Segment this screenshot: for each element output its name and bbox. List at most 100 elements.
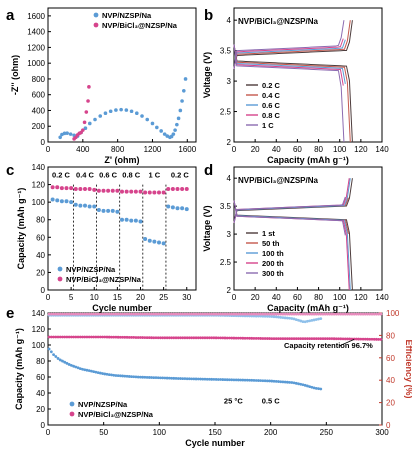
- plot-frame: [233, 7, 383, 143]
- data-point-series-2: [312, 318, 316, 322]
- x-tick-label: 120: [354, 145, 368, 154]
- legend-marker: [93, 22, 99, 28]
- right-y-tick-label: 80: [386, 331, 395, 340]
- data-point-series-1: [357, 337, 361, 341]
- legend-marker: [69, 401, 75, 407]
- data-point-series-1: [252, 336, 256, 340]
- data-point-series-3: [370, 312, 374, 316]
- data-point-series-1: [205, 336, 209, 340]
- data-point-series-2: [301, 320, 305, 324]
- discharge-curve: [233, 44, 351, 143]
- data-point-nzsp: [96, 208, 101, 213]
- data-point-series-3: [363, 312, 367, 316]
- right-y-tick-label: 40: [386, 376, 395, 385]
- legend-entry: NVP/NZSP/Na: [78, 400, 128, 409]
- data-point-bicl3: [110, 188, 115, 193]
- data-point-series-1: [288, 337, 291, 340]
- data-point-series-1: [214, 336, 218, 340]
- data-point-series-0: [98, 371, 102, 375]
- data-point-series-1: [321, 337, 325, 340]
- data-point-series-1: [363, 337, 367, 341]
- x-tick-label: 0: [232, 145, 237, 154]
- legend-entry: NVP/BiCl₃@NZSP/Na: [102, 21, 178, 30]
- data-point-series-1: [221, 336, 225, 340]
- data-point-series-3: [139, 312, 142, 316]
- data-point-series-0: [49, 350, 53, 354]
- data-point-series-1: [212, 336, 216, 340]
- y-tick-label: 100: [32, 198, 46, 207]
- data-point-series-0: [250, 378, 254, 382]
- y-tick-label: 60: [36, 233, 45, 242]
- data-point-series-1: [308, 337, 312, 340]
- rate-label: 0.6 C: [99, 171, 118, 180]
- data-point-series-1: [334, 337, 338, 341]
- data-point-series-3: [112, 312, 116, 316]
- data-point-series-0: [141, 375, 145, 379]
- data-point-series-1: [312, 337, 316, 340]
- data-point-nzsp: [152, 239, 157, 244]
- data-point-series-3: [96, 312, 100, 316]
- data-point-series-3: [107, 312, 111, 316]
- data-point-bicl3: [133, 189, 138, 194]
- data-point-series-2: [285, 316, 289, 320]
- data-point-series-1: [248, 336, 251, 340]
- data-point-series-3: [72, 312, 76, 316]
- discharge-curve: [233, 200, 350, 291]
- data-point-bicl3: [124, 189, 129, 194]
- data-point-series-1: [170, 336, 173, 340]
- y-axis-label: Voltage (V): [202, 205, 212, 251]
- data-point-series-3: [350, 312, 354, 316]
- panel-letter-c: c: [6, 162, 14, 179]
- data-point-series-3: [328, 312, 332, 316]
- data-point-series-3: [272, 312, 276, 316]
- data-point-series-1: [107, 335, 111, 339]
- data-point-series-3: [312, 312, 316, 316]
- data-point-series-1: [223, 336, 227, 340]
- data-point-series-3: [58, 312, 62, 316]
- right-y-axis-label: Efficiency (%): [404, 339, 412, 398]
- data-point-series-3: [341, 312, 345, 316]
- data-point-series-0: [110, 373, 113, 377]
- data-point-series-3: [49, 312, 53, 316]
- y-tick-label: 80: [36, 357, 45, 366]
- data-point-series-0: [81, 367, 84, 371]
- data-point-series-3: [372, 312, 376, 316]
- data-point-series-3: [354, 312, 358, 316]
- data-point-series-0: [127, 375, 131, 378]
- data-point-series-0: [277, 380, 280, 383]
- data-point-series-0: [147, 376, 151, 379]
- data-point-series-3: [283, 312, 287, 316]
- discharge-curve: [233, 200, 351, 291]
- data-point-series-3: [223, 312, 227, 316]
- data-point-series-3: [152, 312, 156, 316]
- data-point-series-0: [101, 372, 104, 375]
- data-point-series-1: [121, 335, 124, 339]
- data-point-series-1: [116, 335, 120, 339]
- data-point-nzsp: [129, 218, 134, 223]
- data-point-series-1: [192, 336, 196, 340]
- data-point-series-1: [167, 336, 171, 340]
- annotation-pointer: [339, 339, 355, 347]
- data-point-series-1: [85, 335, 89, 339]
- data-point-series-0: [90, 369, 93, 373]
- plot-frame: [47, 7, 197, 143]
- right-y-tick-label: 60: [386, 354, 395, 363]
- data-point-series-0: [314, 386, 318, 390]
- data-point-series-3: [161, 312, 165, 316]
- data-point-series-0: [94, 370, 98, 374]
- data-point-series-3: [185, 312, 189, 316]
- data-point-series-0: [228, 378, 231, 382]
- data-point-nzsp: [78, 203, 83, 208]
- data-point-series-0: [52, 353, 55, 356]
- legend-entry: 0.8 C: [262, 111, 281, 120]
- data-point-bicl3: [83, 186, 87, 191]
- data-point-series-0: [116, 374, 120, 378]
- data-point-series-1: [112, 335, 116, 339]
- data-point-series-3: [141, 312, 145, 316]
- data-point-series-3: [145, 312, 149, 316]
- data-point-series-1: [361, 337, 365, 341]
- data-point-series-0: [223, 378, 227, 382]
- data-point-nzsp: [115, 209, 120, 214]
- data-point-series-0: [234, 378, 238, 382]
- data-point-series-0: [285, 380, 289, 384]
